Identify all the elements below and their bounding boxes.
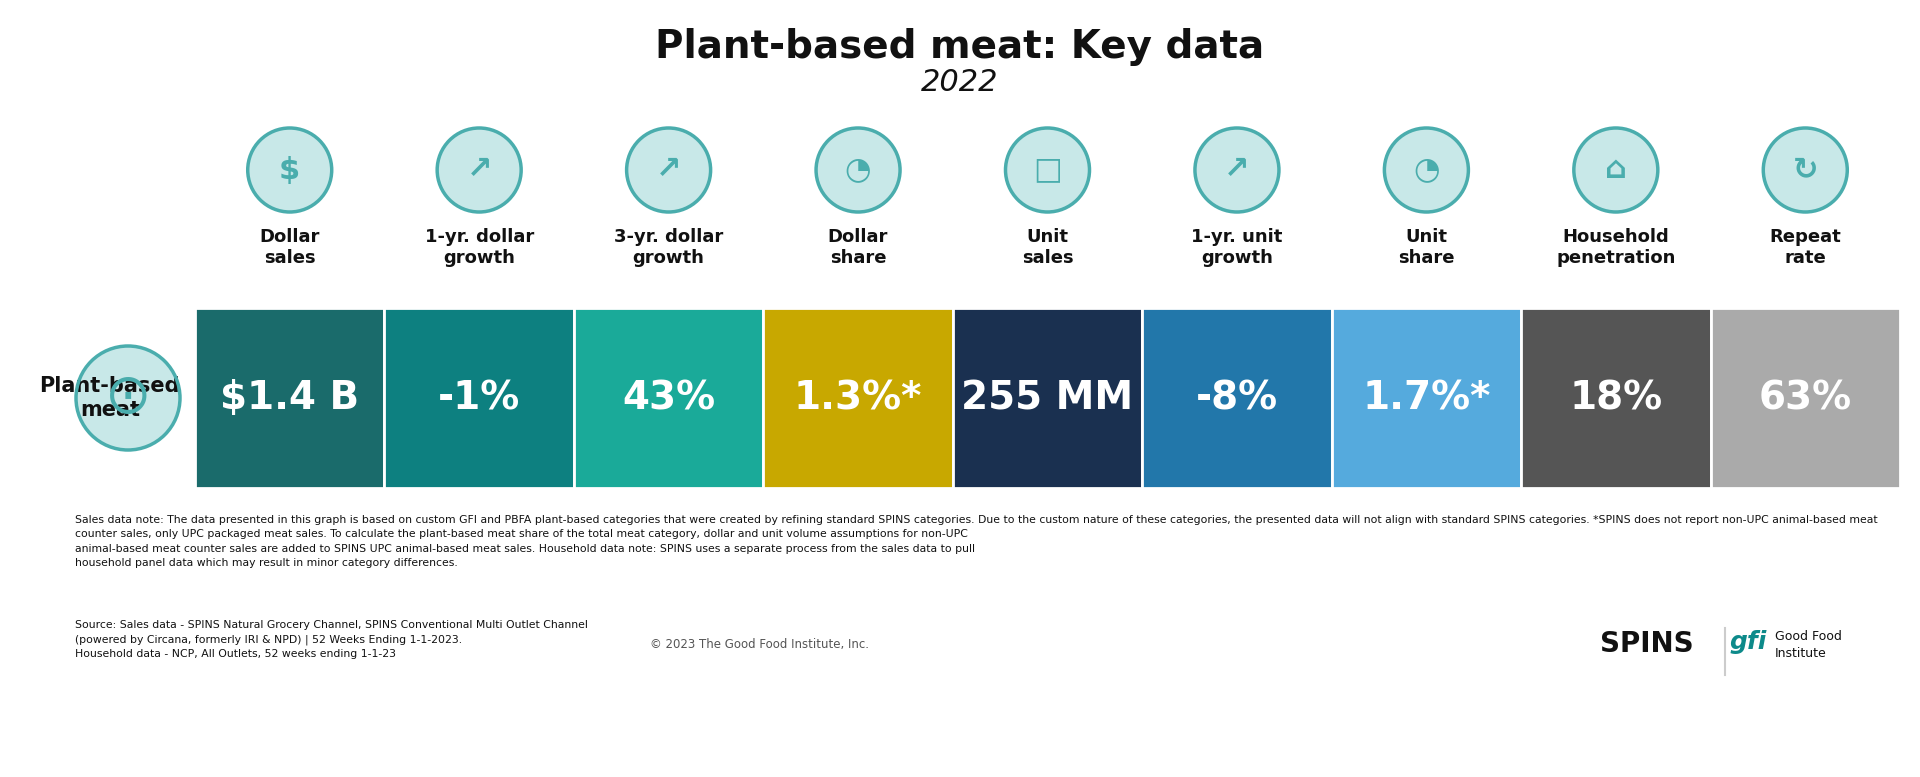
- Text: Repeat
rate: Repeat rate: [1770, 228, 1841, 267]
- Text: Unit
sales: Unit sales: [1021, 228, 1073, 267]
- Text: 2022: 2022: [922, 68, 998, 97]
- Text: © 2023 The Good Food Institute, Inc.: © 2023 The Good Food Institute, Inc.: [651, 638, 870, 651]
- FancyBboxPatch shape: [384, 308, 574, 488]
- FancyBboxPatch shape: [196, 308, 384, 488]
- Text: ◔: ◔: [1413, 155, 1440, 184]
- Text: Unit
share: Unit share: [1398, 228, 1455, 267]
- Text: ⌂: ⌂: [1605, 155, 1626, 184]
- Text: 18%: 18%: [1569, 379, 1663, 417]
- Text: $: $: [278, 155, 300, 184]
- Text: ↗: ↗: [657, 155, 682, 184]
- Text: Source: Sales data - SPINS Natural Grocery Channel, SPINS Conventional Multi Out: Source: Sales data - SPINS Natural Groce…: [75, 620, 588, 660]
- Text: Good Food
Institute: Good Food Institute: [1774, 630, 1841, 660]
- FancyBboxPatch shape: [764, 308, 952, 488]
- Text: 1-yr. unit
growth: 1-yr. unit growth: [1190, 228, 1283, 267]
- FancyBboxPatch shape: [1142, 308, 1332, 488]
- Circle shape: [816, 128, 900, 212]
- Circle shape: [77, 346, 180, 450]
- Text: Sales data note: The data presented in this graph is based on custom GFI and PBF: Sales data note: The data presented in t…: [75, 515, 1878, 568]
- FancyBboxPatch shape: [1521, 308, 1711, 488]
- Text: 255 MM: 255 MM: [962, 379, 1133, 417]
- FancyBboxPatch shape: [952, 308, 1142, 488]
- Text: □: □: [1033, 155, 1062, 184]
- Text: ⊙: ⊙: [106, 371, 152, 425]
- FancyBboxPatch shape: [1332, 308, 1521, 488]
- Text: gfi: gfi: [1730, 630, 1768, 654]
- Circle shape: [1006, 128, 1089, 212]
- Circle shape: [1194, 128, 1279, 212]
- Text: -1%: -1%: [438, 379, 520, 417]
- Text: 43%: 43%: [622, 379, 714, 417]
- Circle shape: [1763, 128, 1847, 212]
- Circle shape: [1384, 128, 1469, 212]
- FancyBboxPatch shape: [574, 308, 764, 488]
- Text: 3-yr. dollar
growth: 3-yr. dollar growth: [614, 228, 724, 267]
- Text: ↗: ↗: [1225, 155, 1250, 184]
- Circle shape: [438, 128, 520, 212]
- Text: Dollar
sales: Dollar sales: [259, 228, 321, 267]
- Text: Plant-based meat: Key data: Plant-based meat: Key data: [655, 28, 1265, 66]
- Circle shape: [1574, 128, 1657, 212]
- Text: Dollar
share: Dollar share: [828, 228, 889, 267]
- Text: ◔: ◔: [845, 155, 872, 184]
- Circle shape: [626, 128, 710, 212]
- Text: Plant-based
meat: Plant-based meat: [40, 376, 180, 420]
- Circle shape: [248, 128, 332, 212]
- Text: Household
penetration: Household penetration: [1555, 228, 1676, 267]
- Text: ↗: ↗: [467, 155, 492, 184]
- Text: ↻: ↻: [1793, 155, 1818, 184]
- Text: 1.3%*: 1.3%*: [793, 379, 922, 417]
- Text: $1.4 B: $1.4 B: [221, 379, 359, 417]
- Text: -8%: -8%: [1196, 379, 1279, 417]
- FancyBboxPatch shape: [1711, 308, 1901, 488]
- Text: SPINS: SPINS: [1599, 630, 1693, 658]
- Text: 63%: 63%: [1759, 379, 1853, 417]
- Text: 1-yr. dollar
growth: 1-yr. dollar growth: [424, 228, 534, 267]
- Text: 1.7%*: 1.7%*: [1361, 379, 1490, 417]
